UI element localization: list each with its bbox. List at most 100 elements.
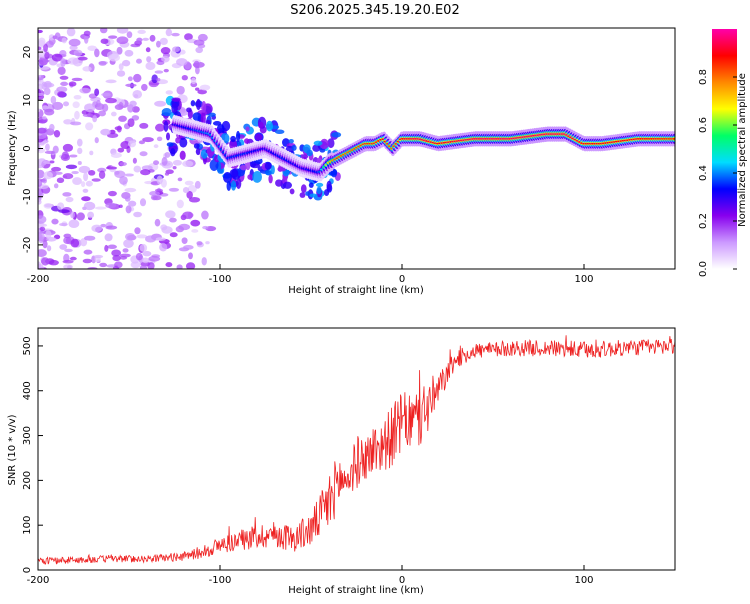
spectral-blob bbox=[163, 120, 169, 132]
spectral-blob bbox=[118, 115, 127, 122]
spectral-blob bbox=[175, 137, 181, 144]
spectral-blob bbox=[114, 170, 120, 175]
spectral-blob bbox=[68, 38, 81, 47]
spectral-blob bbox=[159, 37, 168, 46]
spectral-blob bbox=[176, 199, 184, 209]
spectral-blob bbox=[124, 173, 134, 177]
spectral-blob bbox=[176, 264, 183, 269]
spectral-blob bbox=[57, 202, 65, 211]
spectral-blob bbox=[159, 243, 168, 252]
spectral-blob bbox=[94, 88, 100, 96]
spectral-blob bbox=[74, 110, 80, 120]
spectral-blob bbox=[81, 181, 86, 188]
spectral-blob bbox=[99, 28, 108, 34]
spectral-blob bbox=[122, 59, 131, 67]
spectral-blob bbox=[133, 73, 142, 83]
spectral-blob bbox=[171, 97, 181, 102]
spectral-blob bbox=[208, 112, 216, 117]
spectral-blob bbox=[181, 74, 188, 81]
spectral-blob bbox=[53, 183, 59, 189]
spectral-blob bbox=[84, 235, 96, 241]
spectral-blob bbox=[197, 89, 207, 95]
spectral-blob bbox=[94, 206, 107, 210]
spectral-blob bbox=[76, 138, 83, 147]
spectral-blob bbox=[60, 57, 66, 67]
spectral-blob bbox=[38, 58, 50, 63]
spectral-blob bbox=[49, 160, 55, 164]
snr-ytick-label: 200 bbox=[22, 471, 33, 490]
spectral-blob bbox=[127, 140, 137, 148]
spectral-blob bbox=[172, 165, 177, 170]
spectral-blob bbox=[98, 170, 106, 179]
spectral-blob bbox=[41, 257, 50, 266]
spectral-blob bbox=[300, 184, 307, 194]
spectral-blob bbox=[70, 121, 82, 126]
spectral-blob bbox=[79, 87, 91, 94]
spectral-blob bbox=[56, 177, 65, 184]
spectral-blob bbox=[83, 30, 91, 37]
spectral-blob bbox=[116, 46, 123, 55]
spectral-blob bbox=[125, 83, 137, 88]
spectral-blob bbox=[164, 152, 171, 158]
spectral-blob bbox=[315, 182, 324, 188]
spectral-blob bbox=[80, 238, 88, 247]
spectral-blob bbox=[70, 211, 75, 219]
spectral-blob bbox=[188, 196, 201, 203]
spectral-blob bbox=[258, 121, 264, 129]
spectral-blob bbox=[168, 187, 180, 192]
spectral-blob bbox=[289, 188, 295, 195]
spectral-blob bbox=[44, 150, 56, 155]
spectral-blob bbox=[142, 250, 152, 257]
spectral-blob bbox=[88, 170, 96, 176]
spectral-blob bbox=[119, 176, 128, 185]
spectral-blob bbox=[112, 254, 121, 262]
spectral-blob bbox=[119, 161, 127, 166]
spectral-blob bbox=[288, 139, 294, 144]
spectral-blob bbox=[129, 100, 137, 107]
spectral-blob bbox=[161, 55, 170, 63]
spectral-blob bbox=[252, 171, 262, 183]
spectral-blob bbox=[48, 34, 55, 41]
spectral-blob bbox=[71, 170, 79, 175]
spectral-blob bbox=[68, 219, 80, 229]
spectral-blob bbox=[201, 100, 207, 113]
spectral-blob bbox=[125, 205, 132, 214]
spectral-blob bbox=[165, 210, 176, 219]
spectral-blob bbox=[56, 86, 68, 93]
spectral-blob bbox=[69, 154, 78, 158]
spectral-blob bbox=[52, 101, 64, 110]
spectral-blob bbox=[61, 37, 67, 44]
spectral-blob bbox=[96, 99, 101, 108]
spectral-blob bbox=[142, 137, 154, 143]
spectral-blob bbox=[44, 108, 55, 116]
spectral-blob bbox=[149, 34, 156, 42]
spectral-blob bbox=[93, 254, 104, 259]
snr-frame bbox=[37, 327, 676, 571]
spectral-blob bbox=[58, 209, 70, 214]
spectral-blob bbox=[245, 126, 250, 132]
spectral-blob bbox=[57, 91, 66, 98]
spectral-blob bbox=[205, 241, 210, 245]
spectral-blob bbox=[223, 172, 232, 183]
spectral-blob bbox=[84, 103, 96, 113]
spectral-blob bbox=[201, 210, 209, 220]
spectral-blob bbox=[190, 219, 201, 227]
spectral-blob bbox=[105, 97, 117, 104]
spectral-blob bbox=[69, 45, 78, 51]
spectral-blob bbox=[76, 212, 85, 221]
spectral-blob bbox=[46, 245, 52, 252]
snr-ytick-label: 100 bbox=[22, 516, 33, 535]
spectral-blob bbox=[69, 256, 77, 261]
spectral-blob bbox=[127, 76, 133, 82]
spectral-blob bbox=[83, 172, 89, 182]
spectral-blob bbox=[38, 131, 47, 140]
spectral-blob bbox=[156, 77, 161, 82]
spectrogram-xtick-label: -100 bbox=[209, 274, 232, 285]
spectrogram-ytick-label: 20 bbox=[22, 46, 33, 59]
spectral-blob bbox=[38, 165, 45, 169]
spectral-blob bbox=[186, 190, 193, 199]
spectral-blob bbox=[316, 186, 322, 195]
spectral-blob bbox=[171, 32, 180, 37]
spectral-blob bbox=[99, 262, 108, 268]
